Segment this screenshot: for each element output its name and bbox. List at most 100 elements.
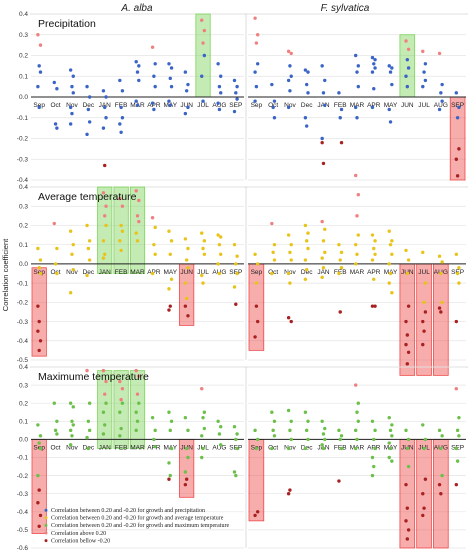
data-point	[85, 132, 89, 137]
data-point	[254, 281, 259, 285]
month-label-feb: FEB	[115, 269, 128, 276]
data-point	[323, 103, 327, 108]
data-point	[355, 70, 359, 74]
month-label-feb: FEB	[115, 102, 128, 109]
y-tick-label: 0.4	[19, 364, 28, 371]
data-point	[286, 492, 291, 496]
data-point	[440, 260, 444, 264]
data-point	[338, 310, 342, 314]
data-point	[153, 252, 157, 256]
data-point	[101, 239, 106, 243]
data-point	[234, 262, 238, 266]
data-point	[437, 107, 442, 112]
legend-marker	[44, 531, 48, 535]
month-label-jul: JUL	[197, 269, 209, 276]
data-point	[354, 173, 358, 178]
data-point	[101, 89, 106, 93]
data-point	[404, 428, 408, 433]
data-point	[103, 105, 107, 110]
data-point	[356, 64, 360, 68]
highlight-box-sep	[248, 438, 265, 522]
data-point	[119, 105, 123, 110]
data-point	[356, 401, 360, 405]
data-point	[55, 271, 59, 276]
data-point	[38, 446, 43, 451]
data-point	[137, 401, 141, 405]
data-point	[272, 99, 277, 103]
data-point	[421, 84, 425, 89]
data-point	[137, 374, 141, 378]
data-point	[406, 66, 411, 70]
y-tick-label: -0.5	[17, 357, 29, 364]
month-label-feb: FEB	[334, 269, 347, 276]
month-label-aug: AUG	[212, 102, 226, 109]
month-label-jan: JAN	[317, 269, 330, 276]
data-point	[286, 78, 291, 83]
data-point	[421, 49, 425, 54]
data-point	[272, 116, 277, 120]
month-label-jul: JUL	[197, 102, 209, 109]
data-point	[356, 419, 360, 423]
data-point	[390, 291, 394, 295]
data-point	[439, 271, 443, 276]
data-point	[321, 91, 326, 95]
data-point	[272, 258, 277, 262]
month-label-sep: SEP	[229, 102, 242, 109]
data-point	[68, 428, 73, 433]
data-point	[338, 116, 342, 120]
data-point	[153, 444, 157, 449]
data-point	[202, 252, 207, 256]
data-point	[134, 428, 138, 433]
data-point	[183, 111, 188, 116]
data-point	[53, 122, 58, 126]
y-tick-label: -0.4	[17, 177, 29, 184]
y-tick-label: 0.3	[19, 203, 28, 210]
data-point	[201, 99, 205, 103]
data-point	[423, 62, 428, 66]
data-point	[137, 64, 141, 68]
data-point	[373, 66, 377, 70]
data-point	[372, 277, 376, 281]
data-point	[68, 105, 73, 110]
data-point	[234, 437, 238, 442]
data-point	[337, 428, 341, 433]
data-point	[303, 68, 308, 72]
data-point	[37, 64, 41, 68]
legend-entry: Correlation between 0.20 and -0.20 for g…	[51, 522, 229, 529]
data-point	[354, 242, 358, 247]
month-label-nov: Nov	[66, 102, 78, 109]
month-label-oct: Oct	[268, 269, 278, 276]
data-point	[423, 477, 428, 481]
data-point	[271, 428, 275, 433]
month-label-jan: JAN	[99, 102, 112, 109]
data-point	[37, 441, 41, 445]
data-point	[306, 437, 310, 442]
y-tick-label: 0.0	[19, 261, 28, 268]
data-point	[254, 41, 259, 45]
data-point	[167, 99, 171, 103]
data-point	[200, 273, 204, 278]
data-point	[370, 105, 375, 110]
data-point	[272, 242, 277, 247]
data-point	[68, 122, 73, 126]
data-point	[286, 271, 291, 276]
data-point	[87, 239, 92, 243]
data-point	[118, 379, 122, 384]
y-tick-label: -0.4	[17, 509, 29, 516]
data-point	[388, 446, 393, 451]
data-point	[337, 242, 341, 247]
data-point	[286, 105, 291, 110]
data-point	[168, 103, 172, 108]
y-tick-label: 0.1	[19, 242, 28, 249]
month-label-nov: Nov	[284, 444, 296, 451]
data-point	[355, 410, 359, 414]
data-point	[85, 223, 89, 228]
data-point	[135, 70, 140, 74]
data-point	[355, 214, 359, 218]
data-point	[202, 28, 207, 33]
data-point	[36, 246, 40, 251]
data-point	[119, 248, 123, 253]
data-point	[103, 252, 107, 256]
data-point	[337, 91, 341, 95]
